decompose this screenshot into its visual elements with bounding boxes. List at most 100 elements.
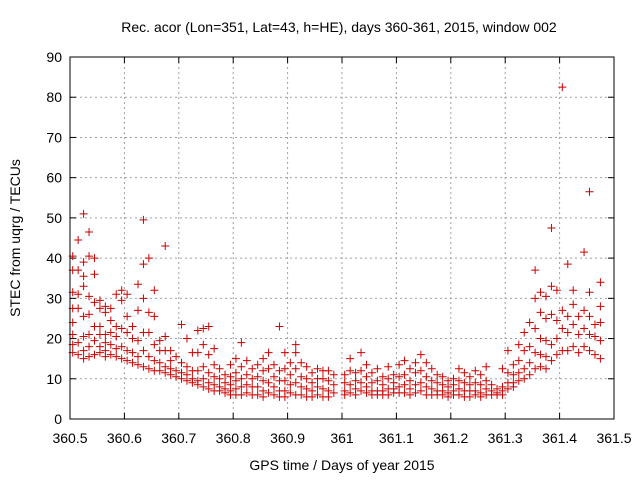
data-point bbox=[308, 368, 317, 377]
data-point bbox=[199, 374, 208, 383]
data-point bbox=[144, 352, 153, 361]
data-point bbox=[112, 344, 121, 353]
data-point bbox=[286, 370, 295, 379]
data-point bbox=[182, 362, 191, 371]
data-point bbox=[128, 322, 137, 331]
data-point bbox=[270, 360, 278, 369]
data-point bbox=[280, 348, 289, 357]
data-point bbox=[590, 332, 599, 341]
y-tick-label: 40 bbox=[46, 250, 62, 266]
data-point bbox=[291, 340, 300, 349]
data-point bbox=[237, 362, 246, 371]
data-point bbox=[340, 370, 349, 379]
data-point bbox=[580, 306, 589, 315]
data-point bbox=[161, 242, 170, 251]
data-point bbox=[210, 372, 219, 381]
data-point bbox=[221, 370, 230, 379]
data-point bbox=[123, 346, 132, 355]
data-point bbox=[74, 266, 83, 275]
data-point bbox=[373, 376, 382, 385]
data-point bbox=[308, 378, 317, 387]
data-point bbox=[329, 370, 338, 379]
data-point bbox=[237, 374, 246, 383]
data-point bbox=[509, 370, 518, 379]
data-point bbox=[454, 376, 463, 385]
data-point bbox=[270, 372, 278, 381]
data-point bbox=[351, 390, 360, 399]
data-point bbox=[454, 364, 463, 373]
data-point bbox=[400, 356, 409, 365]
data-point bbox=[210, 344, 219, 353]
data-point bbox=[416, 366, 425, 375]
data-point bbox=[193, 380, 202, 389]
data-point bbox=[503, 384, 512, 393]
data-point bbox=[79, 272, 88, 281]
data-point bbox=[514, 356, 523, 365]
data-point bbox=[259, 392, 268, 401]
y-tick-label: 60 bbox=[46, 170, 62, 186]
data-point bbox=[427, 376, 436, 385]
data-point bbox=[231, 368, 240, 377]
data-point bbox=[389, 370, 398, 379]
data-point bbox=[340, 390, 349, 399]
data-point bbox=[542, 314, 550, 323]
data-point bbox=[585, 288, 594, 297]
data-point bbox=[482, 376, 491, 385]
grid-lines bbox=[70, 57, 614, 419]
data-point bbox=[585, 312, 594, 321]
data-point bbox=[128, 334, 137, 343]
data-point bbox=[503, 346, 512, 355]
data-point bbox=[406, 364, 414, 373]
data-point bbox=[112, 322, 121, 331]
data-point bbox=[101, 308, 110, 317]
data-point bbox=[182, 376, 191, 385]
data-point bbox=[563, 346, 572, 355]
data-point bbox=[280, 364, 289, 373]
data-point bbox=[85, 252, 94, 261]
data-point bbox=[362, 388, 371, 397]
y-axis-label: STEC from uqrg / TECUs bbox=[7, 159, 23, 317]
data-point bbox=[531, 294, 540, 303]
data-point bbox=[569, 320, 578, 329]
data-point bbox=[552, 350, 561, 359]
data-point bbox=[242, 370, 251, 379]
data-point bbox=[384, 374, 393, 383]
data-point bbox=[574, 312, 583, 321]
data-point bbox=[329, 388, 338, 397]
data-point bbox=[346, 366, 355, 375]
data-point bbox=[128, 358, 137, 367]
data-point bbox=[259, 354, 268, 363]
data-point bbox=[520, 374, 529, 383]
data-point bbox=[139, 260, 148, 269]
data-point bbox=[585, 346, 594, 355]
data-point bbox=[395, 372, 404, 381]
data-point bbox=[525, 358, 534, 367]
data-point bbox=[215, 386, 224, 395]
data-point bbox=[558, 306, 567, 315]
data-point bbox=[74, 236, 83, 245]
data-point bbox=[253, 372, 262, 381]
data-point bbox=[90, 298, 99, 307]
data-point bbox=[237, 390, 246, 399]
data-point bbox=[182, 334, 191, 343]
plot-frame bbox=[69, 56, 615, 420]
data-point bbox=[155, 336, 164, 345]
y-tick-label: 20 bbox=[46, 331, 62, 347]
data-point bbox=[406, 390, 414, 399]
data-point bbox=[357, 348, 366, 357]
data-point bbox=[193, 348, 202, 357]
data-point bbox=[172, 372, 181, 381]
data-point bbox=[90, 270, 99, 279]
y-tick-label: 50 bbox=[46, 210, 62, 226]
x-tick-label: 361.5 bbox=[596, 430, 631, 446]
data-point bbox=[123, 312, 132, 321]
data-point bbox=[313, 364, 322, 373]
data-point bbox=[123, 290, 132, 299]
data-point bbox=[471, 390, 480, 399]
data-point bbox=[74, 338, 83, 347]
data-point bbox=[411, 358, 420, 367]
x-tick-label: 360.6 bbox=[107, 430, 142, 446]
data-point bbox=[509, 382, 518, 391]
data-point bbox=[199, 340, 208, 349]
data-point bbox=[324, 392, 333, 401]
